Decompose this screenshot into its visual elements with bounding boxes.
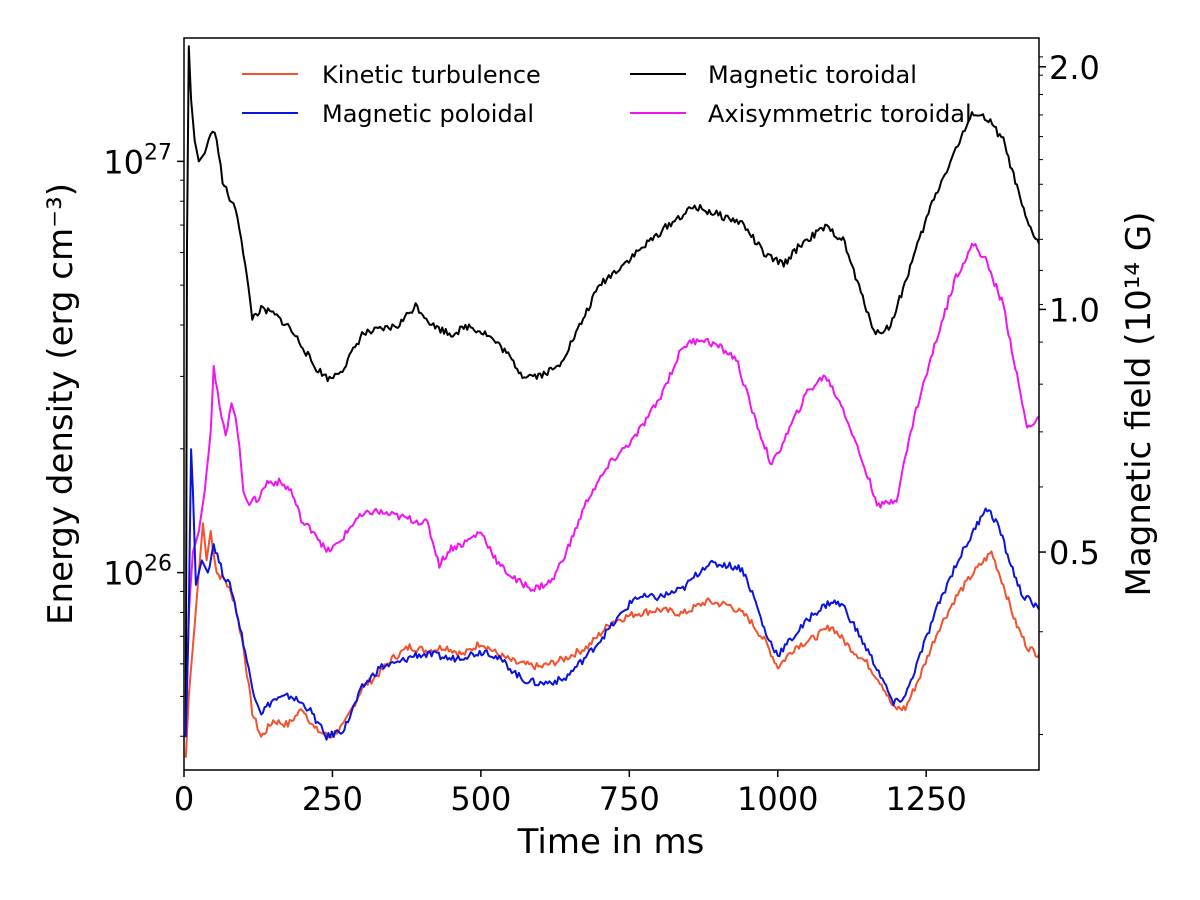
legend-label-magnetic-toroidal: Magnetic toroidal bbox=[708, 61, 917, 89]
legend-label-axisymmetric-toroidal: Axisymmetric toroidal bbox=[708, 100, 972, 128]
left-axis-title: Energy density (erg cm⁻³) bbox=[41, 183, 81, 625]
x-tick-label: 750 bbox=[599, 780, 660, 818]
x-tick-label: 500 bbox=[450, 780, 511, 818]
series-line-magnetic-toroidal bbox=[184, 45, 1040, 738]
y-right-tick-label: 0.5 bbox=[1049, 534, 1100, 572]
y-right-tick-label: 2.0 bbox=[1049, 49, 1100, 87]
series-line-axisymmetric-toroidal bbox=[184, 242, 1040, 738]
legend-label-kinetic-turbulence: Kinetic turbulence bbox=[322, 61, 541, 89]
x-tick-label: 1250 bbox=[885, 780, 966, 818]
series-line-magnetic-poloidal bbox=[184, 448, 1040, 741]
legend: Kinetic turbulence Magnetic poloidal Mag… bbox=[242, 61, 972, 128]
x-tick-label: 1000 bbox=[737, 780, 818, 818]
tick-labels: 0 250 500 750 1000 1250 1026 1027 0.5 1.0 2.0 bbox=[103, 49, 1100, 818]
legend-label-magnetic-poloidal: Magnetic poloidal bbox=[322, 100, 534, 128]
x-tick-label: 250 bbox=[302, 780, 363, 818]
series-layer bbox=[184, 45, 1040, 758]
x-axis-title: Time in ms bbox=[517, 822, 705, 862]
y-left-tick-label: 1026 bbox=[103, 552, 172, 593]
y-right-tick-label: 1.0 bbox=[1049, 291, 1100, 329]
series-line-kinetic-turbulence bbox=[184, 522, 1040, 758]
y-left-tick-label: 1027 bbox=[103, 140, 172, 181]
x-tick-label: 0 bbox=[174, 780, 194, 818]
right-axis-title: Magnetic field (10¹⁴ G) bbox=[1119, 212, 1159, 597]
plot-frame bbox=[183, 37, 1040, 771]
